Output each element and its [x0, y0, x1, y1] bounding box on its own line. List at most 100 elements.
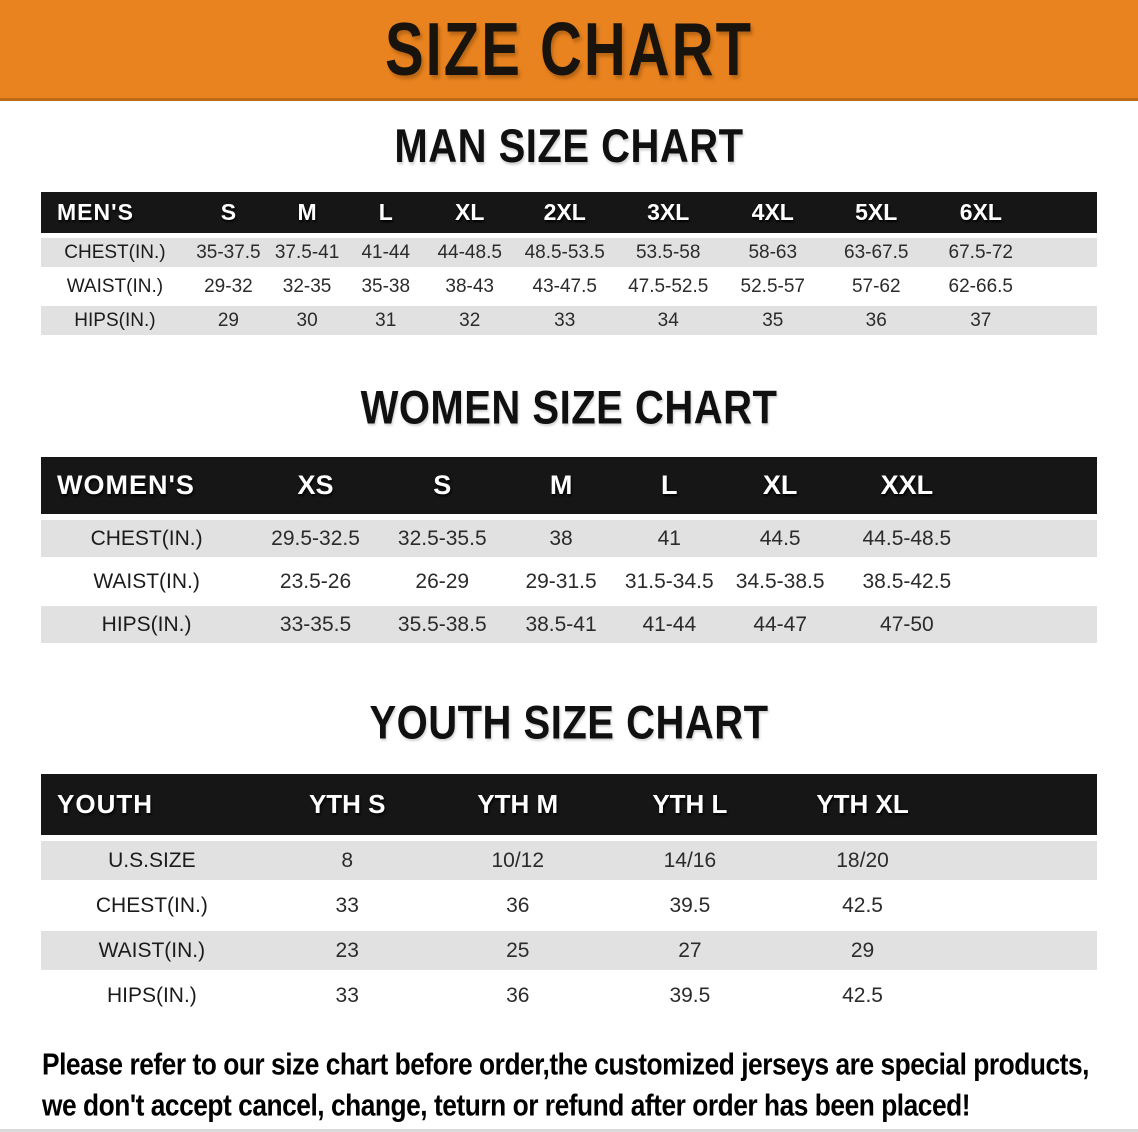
women-size-section: WOMEN SIZE CHART WOMEN'S XS S M L XL XXL CHEST(… — [0, 381, 1138, 649]
measurement-cell: 44.5 — [722, 520, 839, 557]
measurement-cell: 38.5-42.5 — [838, 563, 976, 600]
size-column-header: S — [378, 457, 506, 514]
measurement-cell: 52.5-57 — [721, 272, 825, 301]
size-column-header: YTH XL — [775, 774, 950, 835]
size-column-header: L — [616, 457, 723, 514]
size-column-header: S — [188, 192, 269, 233]
table-header-row: WOMEN'S XS S M L XL XXL — [41, 457, 1097, 514]
youth-size-section: YOUTH SIZE CHART YOUTH YTH S YTH M YTH L YTH… — [0, 696, 1138, 1021]
measurement-cell: 29 — [188, 306, 269, 335]
disclaimer-line-2: we don't accept cancel, change, teturn o… — [42, 1088, 971, 1123]
measurement-cell: 33 — [514, 306, 616, 335]
measurement-cell: 47-50 — [838, 606, 976, 643]
order-disclaimer: Please refer to our size chart before or… — [42, 1047, 1138, 1123]
table-header-row: YOUTH YTH S YTH M YTH L YTH XL — [41, 774, 1097, 835]
measurement-cell: 23.5-26 — [252, 563, 379, 600]
row-label-cell: WAIST(IN.) — [41, 931, 263, 970]
measurement-cell: 34.5-38.5 — [722, 563, 839, 600]
measurement-cell: 36 — [431, 886, 604, 925]
measurement-cell: 42.5 — [775, 886, 950, 925]
row-label-cell: HIPS(IN.) — [41, 976, 263, 1015]
row-filler-cell — [1033, 306, 1097, 335]
youth-section-heading: YOUTH SIZE CHART — [369, 696, 769, 749]
measurement-cell: 32 — [425, 306, 515, 335]
measurement-cell: 23 — [262, 931, 432, 970]
measurement-row: WAIST(IN.) 23.5-26 26-29 29-31.5 31.5-34.5 34… — [41, 563, 1097, 600]
row-filler-cell — [975, 606, 1097, 643]
measurement-cell: 42.5 — [775, 976, 950, 1015]
measurement-cell: 47.5-52.5 — [615, 272, 722, 301]
measurement-cell: 14/16 — [603, 841, 776, 880]
measurement-cell: 29.5-32.5 — [252, 520, 379, 557]
table-title-cell: YOUTH — [41, 774, 263, 835]
row-label-cell: HIPS(IN.) — [41, 606, 253, 643]
measurement-cell: 38-43 — [425, 272, 515, 301]
measurement-cell: 31 — [346, 306, 426, 335]
measurement-cell: 29-31.5 — [505, 563, 617, 600]
measurement-cell: 33 — [262, 976, 432, 1015]
size-column-header: 4XL — [721, 192, 825, 233]
row-label-cell: CHEST(IN.) — [41, 886, 263, 925]
size-column-header: YTH M — [431, 774, 604, 835]
measurement-cell: 41 — [616, 520, 723, 557]
measurement-cell: 58-63 — [721, 238, 825, 267]
size-column-header: M — [505, 457, 617, 514]
size-column-header: 2XL — [514, 192, 616, 233]
measurement-cell: 38.5-41 — [505, 606, 617, 643]
measurement-cell: 18/20 — [775, 841, 950, 880]
measurement-cell: 35-38 — [346, 272, 426, 301]
measurement-cell: 31.5-34.5 — [616, 563, 723, 600]
measurement-cell: 33 — [262, 886, 432, 925]
measurement-cell: 57-62 — [824, 272, 928, 301]
measurement-cell: 29-32 — [188, 272, 269, 301]
measurement-cell: 35-37.5 — [188, 238, 269, 267]
size-column-header: 5XL — [824, 192, 928, 233]
table-title-cell: WOMEN'S — [41, 457, 253, 514]
row-label-cell: CHEST(IN.) — [41, 238, 189, 267]
measurement-cell: 37 — [927, 306, 1034, 335]
measurement-row: WAIST(IN.) 29-32 32-35 35-38 38-43 43-47.5 47.… — [41, 272, 1097, 301]
row-label-cell: CHEST(IN.) — [41, 520, 253, 557]
measurement-cell: 34 — [615, 306, 722, 335]
youth-size-table: YOUTH YTH S YTH M YTH L YTH XL U.S.SIZE 8 10/12… — [41, 768, 1097, 1021]
women-section-heading: WOMEN SIZE CHART — [360, 381, 778, 434]
size-column-header: XS — [252, 457, 379, 514]
image-bottom-edge — [0, 1129, 1138, 1132]
measurement-cell: 43-47.5 — [514, 272, 616, 301]
row-filler-cell — [975, 563, 1097, 600]
measurement-cell: 67.5-72 — [927, 238, 1034, 267]
measurement-cell: 39.5 — [603, 886, 776, 925]
measurement-cell: 26-29 — [378, 563, 506, 600]
size-column-header: 3XL — [615, 192, 722, 233]
women-size-table: WOMEN'S XS S M L XL XXL CHEST(IN.) 29.5-32.5 32.5… — [41, 451, 1097, 649]
measurement-cell: 53.5-58 — [615, 238, 722, 267]
measurement-cell: 36 — [431, 976, 604, 1015]
men-size-table: MEN'S S M L XL 2XL 3XL 4XL 5XL 6XL CHEST(IN.) 35-37… — [41, 187, 1097, 340]
row-filler-cell — [949, 976, 1097, 1015]
measurement-row: CHEST(IN.) 35-37.5 37.5-41 41-44 44-48.5 48.5… — [41, 238, 1097, 267]
measurement-cell: 39.5 — [603, 976, 776, 1015]
measurement-row: U.S.SIZE 8 10/12 14/16 18/20 — [41, 841, 1097, 880]
measurement-cell: 30 — [268, 306, 347, 335]
row-filler-cell — [949, 841, 1097, 880]
row-label-cell: HIPS(IN.) — [41, 306, 189, 335]
row-label-cell: WAIST(IN.) — [41, 563, 253, 600]
measurement-cell: 44-47 — [722, 606, 839, 643]
measurement-cell: 27 — [603, 931, 776, 970]
header-filler-cell — [949, 774, 1097, 835]
men-section-heading: MAN SIZE CHART — [394, 120, 744, 173]
measurement-cell: 38 — [505, 520, 617, 557]
header-filler-cell — [1033, 192, 1097, 233]
size-column-header: XXL — [838, 457, 976, 514]
header-filler-cell — [975, 457, 1097, 514]
measurement-cell: 36 — [824, 306, 928, 335]
measurement-cell: 41-44 — [346, 238, 426, 267]
measurement-row: CHEST(IN.) 33 36 39.5 42.5 — [41, 886, 1097, 925]
measurement-row: HIPS(IN.) 33-35.5 35.5-38.5 38.5-41 41-44 44-… — [41, 606, 1097, 643]
men-size-section: MAN SIZE CHART MEN'S S M L XL 2XL 3XL 4XL 5XL 6XL… — [0, 120, 1138, 340]
row-filler-cell — [949, 886, 1097, 925]
size-column-header: 6XL — [927, 192, 1034, 233]
measurement-cell: 41-44 — [616, 606, 723, 643]
table-title-cell: MEN'S — [41, 192, 189, 233]
measurement-cell: 63-67.5 — [824, 238, 928, 267]
